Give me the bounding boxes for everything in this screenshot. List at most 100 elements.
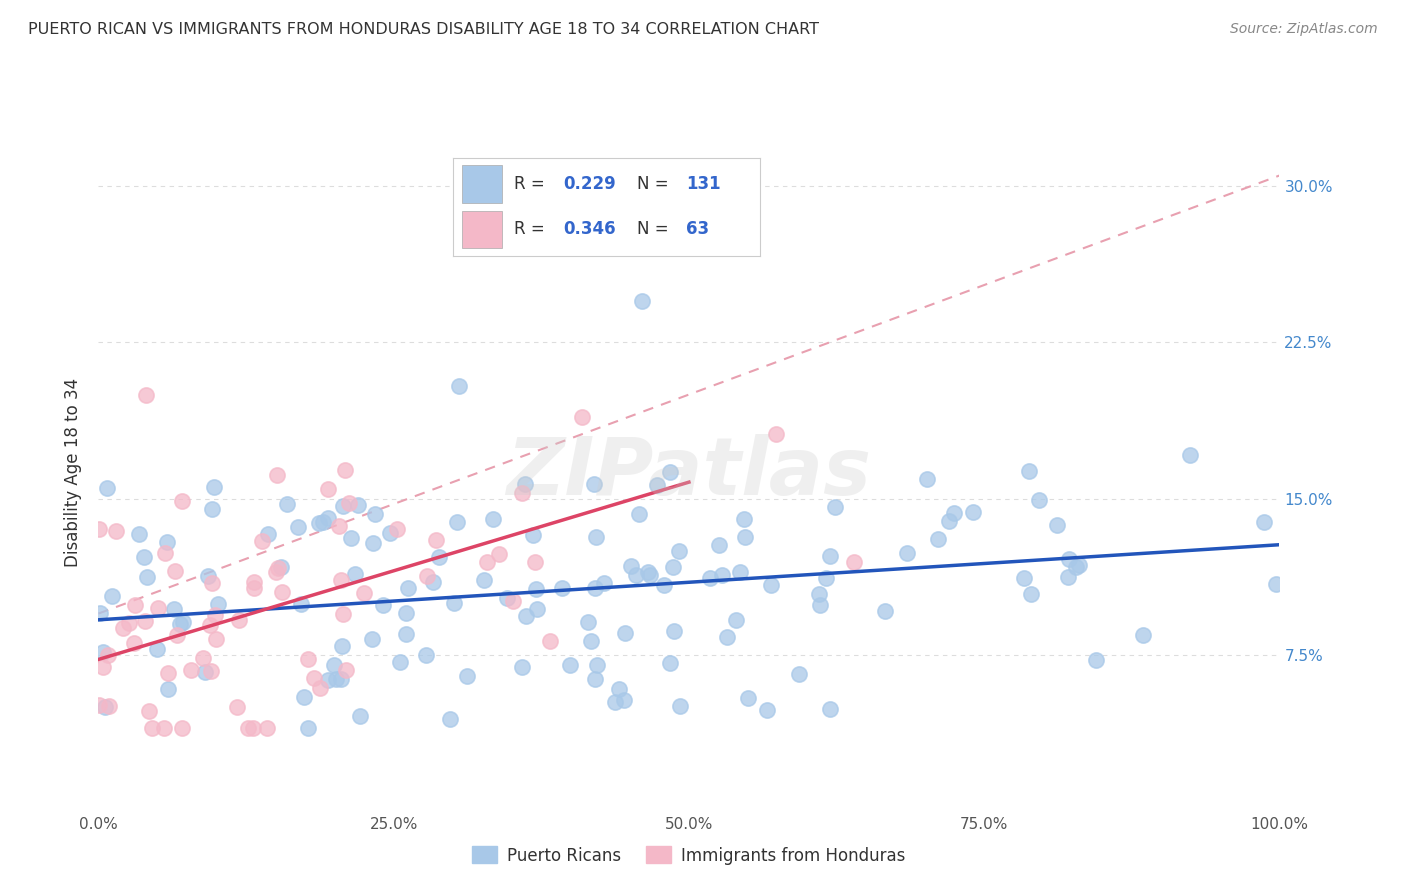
Point (583, 581, 606, 595)
Point (309, 681, 332, 696)
Point (396, 582, 419, 596)
Text: ZIPatlas: ZIPatlas (506, 434, 872, 512)
Point (353, 586, 375, 600)
Point (337, 496, 360, 510)
Point (659, 465, 682, 479)
Point (97, 648, 120, 662)
Point (582, 476, 605, 491)
Text: R =: R = (515, 175, 550, 193)
Point (385, 522, 408, 536)
Point (378, 525, 401, 540)
Point (242, 721, 264, 735)
Point (243, 581, 266, 595)
Point (344, 567, 367, 582)
Point (765, 427, 787, 442)
Point (163, 565, 186, 579)
Point (156, 666, 179, 681)
Point (1057, 569, 1080, 583)
Point (172, 493, 194, 508)
Point (89, 606, 111, 620)
Point (1019, 587, 1042, 601)
Point (538, 634, 561, 648)
Text: 0.229: 0.229 (564, 175, 616, 193)
Point (1253, 515, 1275, 529)
Point (607, 682, 630, 697)
Point (290, 597, 312, 611)
Point (91, 645, 114, 659)
Point (1178, 448, 1201, 462)
Point (787, 667, 810, 681)
Point (571, 410, 593, 425)
Point (163, 601, 186, 615)
Point (91, 659, 114, 673)
Point (1064, 559, 1087, 574)
FancyBboxPatch shape (463, 211, 502, 248)
Point (526, 601, 548, 615)
Point (668, 544, 690, 558)
Point (118, 616, 141, 631)
Point (266, 560, 288, 574)
Point (134, 615, 156, 629)
Point (730, 566, 752, 580)
Y-axis label: Disability Age 18 to 34: Disability Age 18 to 34 (65, 378, 83, 567)
Point (662, 560, 685, 574)
Point (198, 618, 221, 632)
Point (475, 555, 498, 569)
Point (349, 709, 371, 723)
Point (166, 628, 188, 642)
Point (482, 511, 505, 525)
Point (927, 533, 949, 547)
Point (488, 547, 510, 561)
Point (124, 636, 146, 650)
Point (180, 663, 202, 677)
Point (332, 499, 354, 513)
Point (340, 531, 363, 545)
Point (427, 550, 450, 565)
Point (335, 664, 357, 678)
Point (266, 468, 288, 483)
Point (560, 657, 582, 672)
Point (820, 702, 842, 716)
Text: 131: 131 (686, 175, 721, 193)
Text: R =: R = (515, 220, 550, 238)
Point (510, 486, 533, 500)
Point (613, 693, 636, 707)
Point (1067, 558, 1090, 573)
Point (302, 671, 325, 685)
Point (332, 607, 354, 621)
FancyBboxPatch shape (463, 165, 502, 202)
Point (603, 695, 626, 709)
Point (422, 575, 444, 590)
Point (699, 571, 721, 585)
Point (638, 568, 661, 582)
Point (734, 530, 756, 544)
Point (447, 379, 470, 393)
Point (172, 721, 194, 735)
Point (148, 600, 170, 615)
Point (330, 672, 353, 686)
Point (1057, 552, 1080, 566)
Point (711, 567, 734, 582)
Point (1018, 464, 1040, 478)
Point (551, 581, 574, 595)
Point (620, 558, 643, 573)
Point (645, 478, 668, 492)
Point (201, 576, 224, 591)
Point (524, 555, 547, 569)
Point (297, 652, 319, 666)
Text: N =: N = (637, 175, 673, 193)
Point (456, 669, 478, 683)
Point (141, 721, 163, 735)
Text: 0.346: 0.346 (564, 220, 616, 238)
Legend: Puerto Ricans, Immigrants from Honduras: Puerto Ricans, Immigrants from Honduras (465, 839, 912, 871)
Point (330, 639, 353, 653)
Point (579, 634, 602, 648)
Text: PUERTO RICAN VS IMMIGRANTS FROM HONDURAS DISABILITY AGE 18 TO 34 CORRELATION CHA: PUERTO RICAN VS IMMIGRANTS FROM HONDURAS… (28, 22, 820, 37)
Point (808, 587, 831, 601)
Point (361, 632, 384, 646)
Point (474, 574, 496, 588)
Point (87, 522, 110, 536)
Point (495, 591, 517, 605)
Point (1085, 653, 1108, 667)
Point (256, 721, 278, 735)
